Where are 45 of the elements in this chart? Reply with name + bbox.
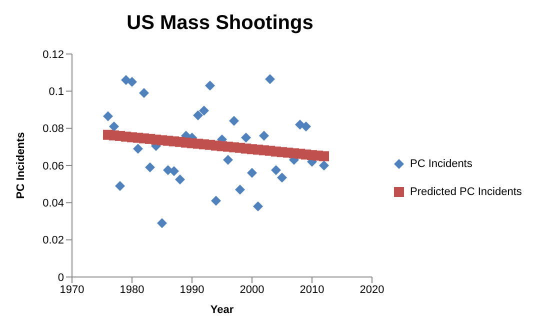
y-tick-label: 0.04 [42, 198, 64, 210]
x-tick-label: 1970 [60, 284, 84, 296]
point [169, 166, 179, 176]
x-tick-label: 2020 [360, 284, 384, 296]
y-tick-label: 0.08 [42, 123, 64, 136]
point [157, 218, 167, 228]
x-tick-label: 1980 [120, 284, 144, 296]
point [301, 121, 311, 132]
y-tick-label: 0 [58, 272, 64, 284]
point [145, 162, 155, 172]
chart-title: US Mass Shootings [126, 12, 314, 35]
point [199, 106, 209, 116]
y-tick-label: 0.12 [42, 48, 64, 61]
x-tick-label: 1990 [180, 284, 204, 296]
point [139, 88, 149, 98]
point [241, 132, 251, 143]
x-tick-label: 2010 [300, 284, 324, 296]
point [247, 168, 257, 178]
point [211, 196, 221, 206]
y-tick-label: 0.06 [42, 160, 64, 172]
point [235, 184, 245, 195]
point [265, 74, 275, 84]
x-tick-label: 2000 [240, 284, 264, 296]
y-tick-label: 0.1 [48, 86, 64, 98]
point [205, 80, 215, 91]
point [109, 121, 119, 132]
y-tick-label: 0.02 [42, 234, 64, 247]
point [319, 160, 329, 170]
point [103, 111, 113, 122]
point [127, 76, 137, 87]
legend-label: Predicted PC Incidents [410, 186, 522, 198]
point [277, 172, 287, 183]
point [229, 116, 239, 126]
point [193, 110, 203, 120]
x-axis-title: Year [210, 304, 234, 316]
point [175, 174, 185, 184]
point [319, 151, 329, 162]
point [223, 154, 233, 165]
point [133, 144, 143, 154]
legend-label: PC Incidents [410, 158, 472, 170]
y-axis-title: PC Incidents [14, 132, 27, 199]
point [271, 165, 281, 176]
point [253, 201, 263, 212]
point [259, 130, 269, 141]
point [115, 180, 125, 191]
